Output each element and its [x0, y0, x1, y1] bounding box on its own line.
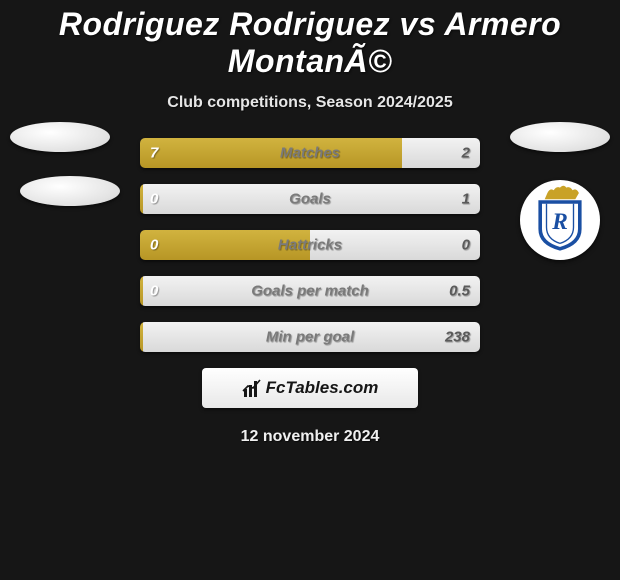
- crest-crown-icon: [545, 186, 579, 200]
- stat-row-label: Min per goal: [266, 329, 354, 346]
- stat-bars: 7 2 Matches 0 1 Goals 0 0 Hattricks 0 0.5 Goals per…: [140, 138, 480, 352]
- comparison-card: Rodriguez Rodriguez vs Armero MontanÃ© C…: [0, 0, 620, 580]
- stat-row-right-value: 0.5: [449, 283, 470, 300]
- stat-row-right-value: 1: [462, 191, 470, 208]
- stat-row: 0 0.5 Goals per match: [140, 276, 480, 306]
- stat-row-left-value: 0: [150, 237, 158, 254]
- comparison-title: Rodriguez Rodriguez vs Armero MontanÃ©: [0, 0, 620, 80]
- player-left-badge-2: [20, 176, 120, 206]
- brand-box[interactable]: FcTables.com: [202, 368, 418, 408]
- bar-chart-icon: [242, 377, 264, 399]
- player-right-badge-1: [510, 122, 610, 152]
- crest-letter: R: [551, 209, 568, 235]
- stat-row: 0 1 Goals: [140, 184, 480, 214]
- generated-date: 12 november 2024: [0, 428, 620, 446]
- stat-row: 0 0 Hattricks: [140, 230, 480, 260]
- stat-row-label: Matches: [280, 145, 340, 162]
- stat-row-left-value: 0: [150, 283, 158, 300]
- stat-row-label: Hattricks: [278, 237, 342, 254]
- stat-row-right-value: 2: [462, 145, 470, 162]
- stat-row-label: Goals per match: [251, 283, 369, 300]
- stat-row-left-value: 7: [150, 145, 158, 162]
- player-right-club-crest: R: [520, 180, 600, 260]
- crest-icon: R: [524, 184, 596, 256]
- stat-row-right-value: 238: [445, 329, 470, 346]
- stat-row: 238 Min per goal: [140, 322, 480, 352]
- stat-row-left-value: 0: [150, 191, 158, 208]
- stat-row: 7 2 Matches: [140, 138, 480, 168]
- stat-row-left-fill: [140, 138, 402, 168]
- player-left-badge-1: [10, 122, 110, 152]
- stat-row-right-value: 0: [462, 237, 470, 254]
- stat-row-label: Goals: [289, 191, 331, 208]
- comparison-subtitle: Club competitions, Season 2024/2025: [0, 94, 620, 112]
- brand-text: FcTables.com: [266, 378, 379, 398]
